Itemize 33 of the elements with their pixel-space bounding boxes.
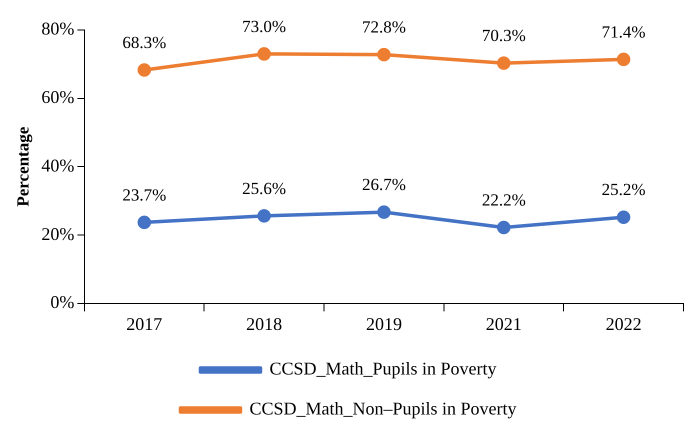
data-label: 73.0%: [242, 16, 286, 36]
y-tick-label: 60%: [41, 87, 74, 108]
point: [616, 52, 630, 66]
data-label: 68.3%: [122, 32, 166, 52]
point: [138, 63, 152, 77]
data-label: 23.7%: [122, 185, 166, 204]
data-label: 25.6%: [242, 178, 286, 198]
data-label: 71.4%: [602, 22, 646, 42]
x-tick-label: 2021: [486, 314, 522, 334]
point: [377, 48, 391, 62]
data-label: 25.2%: [602, 180, 646, 200]
y-axis-title: Percentage: [14, 126, 33, 207]
legend-label: CCSD_Math_Pupils in Poverty: [269, 358, 497, 379]
data-label: 22.2%: [482, 190, 526, 210]
point: [616, 210, 630, 224]
x-tick-label: 2017: [126, 314, 162, 334]
y-tick-label: 0%: [50, 292, 74, 312]
x-tick-label: 2019: [366, 314, 402, 334]
data-label: 72.8%: [362, 18, 406, 37]
point: [377, 205, 391, 219]
y-tick-label: 80%: [41, 18, 74, 39]
x-tick-label: 2022: [606, 314, 642, 334]
point: [497, 220, 511, 234]
point: [497, 56, 511, 70]
data-label: 26.7%: [362, 175, 406, 194]
point: [257, 47, 271, 61]
x-tick-label: 2018: [246, 314, 282, 334]
legend-label: CCSD_Math_Non–Pupils in Poverty: [249, 398, 517, 419]
point: [257, 209, 271, 223]
point: [138, 216, 152, 230]
y-tick-label: 20%: [41, 224, 74, 244]
data-label: 70.3%: [482, 26, 526, 46]
y-tick-label: 40%: [41, 155, 74, 176]
